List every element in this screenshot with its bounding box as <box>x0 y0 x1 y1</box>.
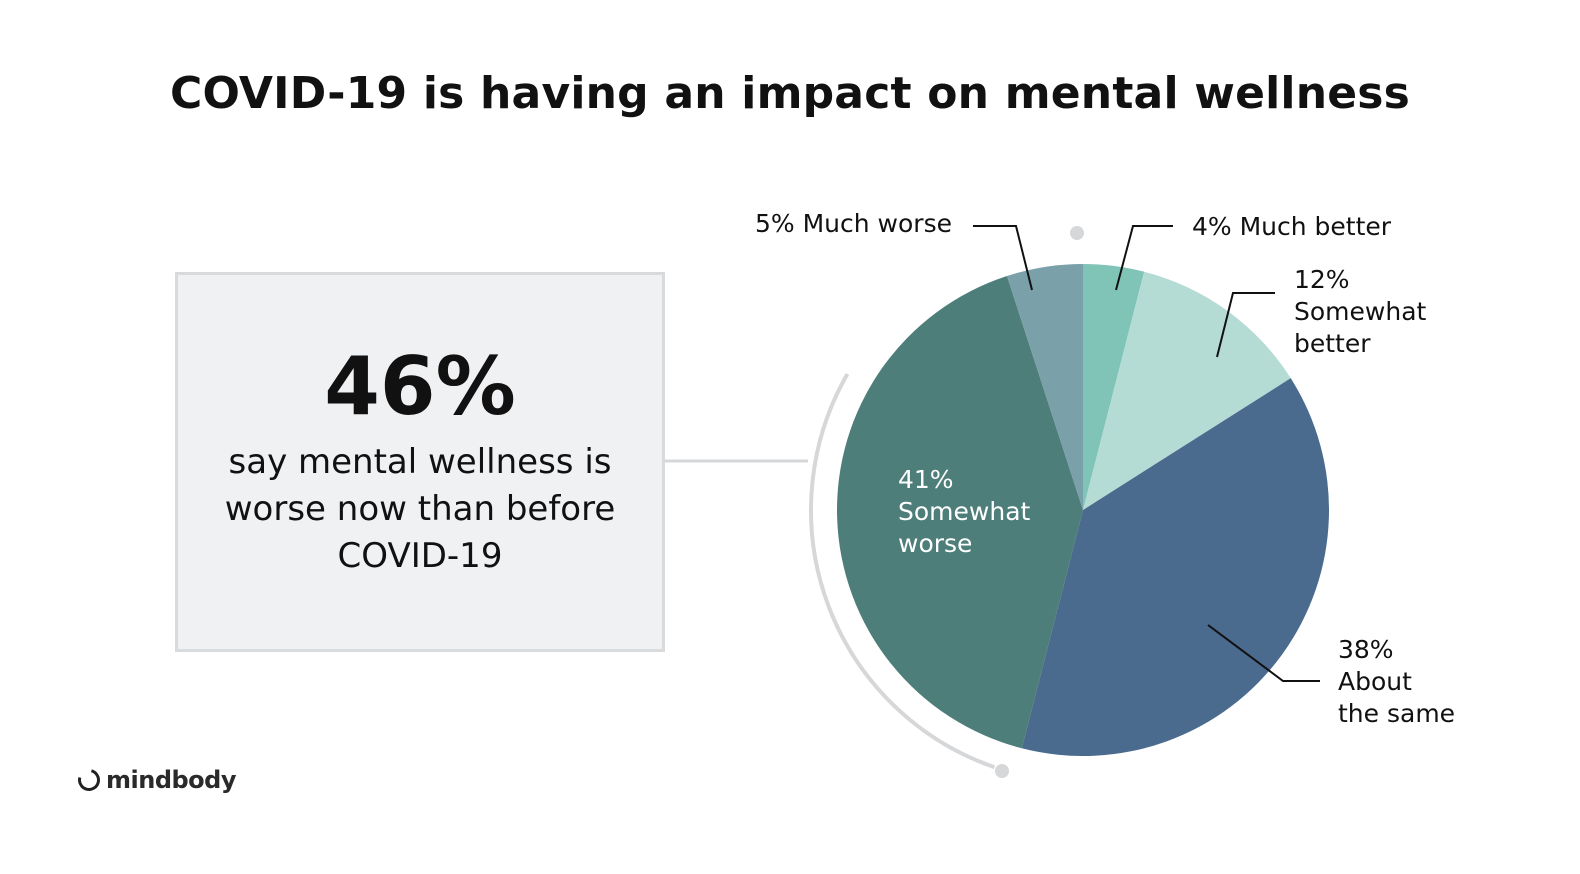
slice-percent: 12% <box>1294 265 1350 294</box>
leader-line <box>1115 225 1173 291</box>
slice-label: 4% Much better <box>1192 212 1392 241</box>
worse-bracket-arc <box>809 373 996 770</box>
slice-category: worse <box>898 529 972 558</box>
slice-category: Much better <box>1240 212 1392 241</box>
slice-label: 38% About the same <box>1338 635 1455 728</box>
brand-logo: mindbody <box>73 764 237 796</box>
slice-category: Somewhat <box>898 497 1031 526</box>
slice-percent: 38% <box>1338 635 1394 664</box>
pie-slice <box>1006 264 1083 510</box>
pie-slice <box>837 276 1083 749</box>
pie-slice <box>1083 271 1291 510</box>
leader-line <box>973 225 1033 291</box>
leader-line <box>1207 624 1320 682</box>
bracket-end-dot <box>1070 226 1084 240</box>
slice-label: 5% Much worse <box>755 209 952 238</box>
ring-logo-icon <box>73 764 105 796</box>
callout-stat: 46% <box>324 340 516 433</box>
slice-percent: 4% <box>1192 212 1240 241</box>
slice-category: About <box>1338 667 1412 696</box>
page-title: COVID-19 is having an impact on mental w… <box>169 68 1411 119</box>
slice-percent: 5% <box>755 209 803 238</box>
leader-line <box>1216 292 1275 358</box>
slice-category: Much worse <box>803 209 952 238</box>
slice-category: Somewhat <box>1294 297 1427 326</box>
pie-slice <box>1083 264 1145 510</box>
brand-name: mindbody <box>106 766 237 794</box>
slice-category: the same <box>1338 699 1455 728</box>
pie-slice <box>1021 378 1330 757</box>
bracket-end-dot <box>995 764 1009 778</box>
slice-label: 12% Somewhat better <box>1294 265 1427 358</box>
slice-label: 41% Somewhat worse <box>898 465 1031 558</box>
callout-box: 46% say mental wellness is worse now tha… <box>175 272 665 652</box>
slice-category: better <box>1294 329 1371 358</box>
slice-percent: 41% <box>898 465 954 494</box>
callout-text: say mental wellness is worse now than be… <box>224 442 616 576</box>
